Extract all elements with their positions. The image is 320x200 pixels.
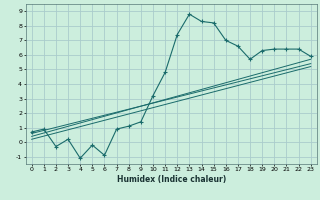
X-axis label: Humidex (Indice chaleur): Humidex (Indice chaleur) [116, 175, 226, 184]
